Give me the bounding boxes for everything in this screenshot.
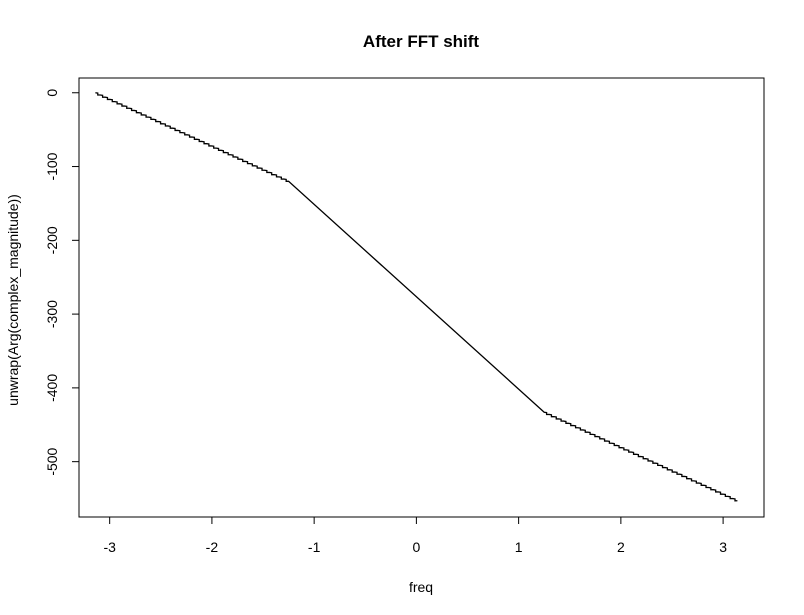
y-axis: 0 -100 -200 -300 -400 -500	[44, 89, 79, 476]
x-tick-label: -2	[206, 539, 219, 555]
y-axis-label: unwrap(Arg(complex_magnitude))	[5, 194, 21, 406]
x-axis-label: freq	[409, 579, 433, 595]
x-axis: -3 -2 -1 0 1 2 3	[103, 517, 727, 555]
y-tick-label: -200	[44, 226, 60, 254]
chart-title: After FFT shift	[363, 32, 479, 51]
y-tick-label: -300	[44, 300, 60, 328]
y-tick-label: 0	[44, 89, 60, 97]
x-tick-label: 1	[515, 539, 523, 555]
x-tick-label: 0	[412, 539, 420, 555]
series-line	[95, 92, 738, 502]
plot-frame	[78, 77, 765, 518]
x-tick-label: -3	[103, 539, 116, 555]
y-tick-label: -500	[44, 447, 60, 475]
x-tick-label: 2	[617, 539, 625, 555]
x-tick-label: 3	[719, 539, 727, 555]
x-tick-label: -1	[308, 539, 321, 555]
y-tick-label: -400	[44, 374, 60, 402]
y-tick-label: -100	[44, 152, 60, 180]
